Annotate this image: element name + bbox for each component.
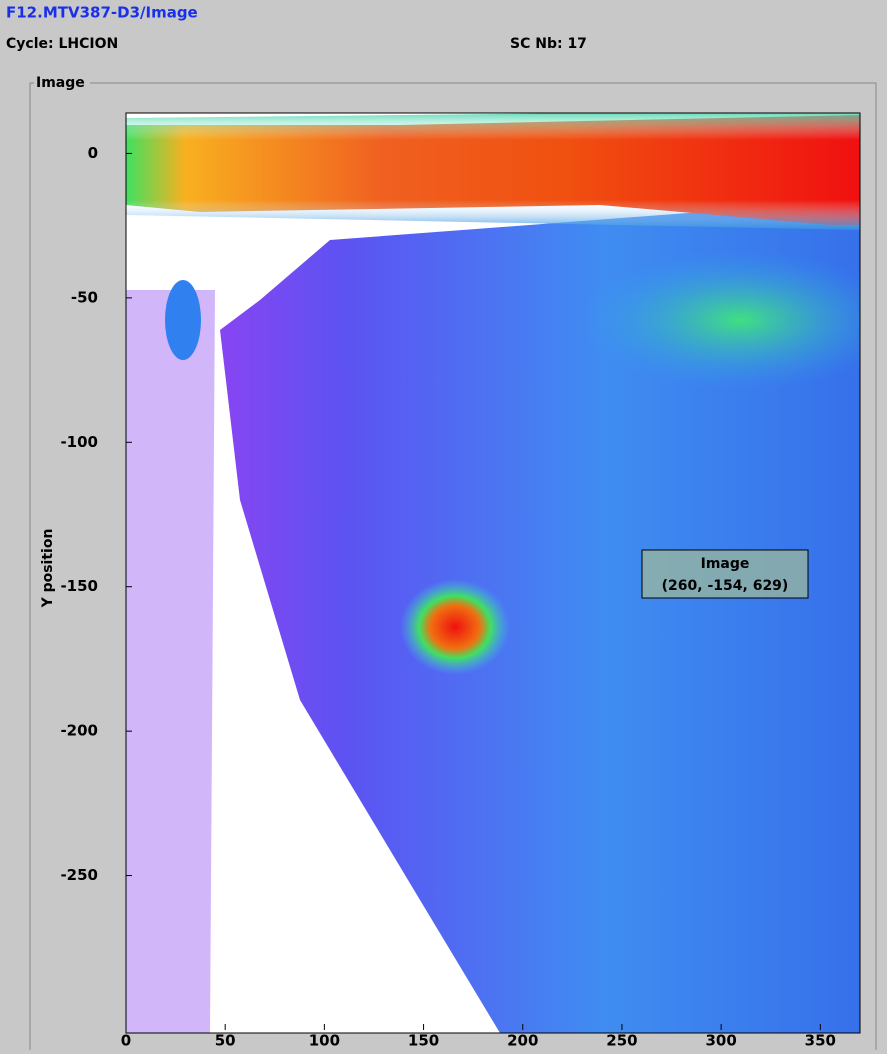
axes: 0 -50 -100 -150 -200 -250 0 50 100 150 200 250 300 35…	[60, 144, 836, 1050]
window-title: F12.MTV387-D3/Image	[6, 4, 198, 22]
y-tick-label: 0	[88, 144, 98, 162]
tooltip	[641, 549, 809, 599]
y-axis-label: Y position	[40, 529, 56, 609]
heatmap	[126, 113, 860, 1033]
tooltip-value: (260, -154, 629)	[662, 578, 789, 594]
y-tick-label: -200	[60, 722, 98, 740]
x-tick-label: 50	[215, 1032, 236, 1050]
heatmap-left	[126, 290, 215, 1033]
cycle-label: Cycle: LHCION	[6, 36, 118, 52]
y-tick-label: -50	[71, 288, 98, 306]
x-tick-label: 300	[705, 1032, 736, 1050]
x-tick-label: 200	[507, 1032, 538, 1050]
sc-label: SC Nb: 17	[510, 36, 587, 52]
tooltip-title: Image	[701, 556, 750, 572]
y-tick-label: -100	[60, 433, 98, 451]
panel-border	[29, 82, 877, 1054]
y-tick-label: -150	[60, 577, 98, 595]
heatmap-glow	[580, 250, 860, 390]
heatmap-body	[220, 200, 860, 1033]
panel-label: Image	[36, 75, 85, 91]
x-tick-label: 150	[408, 1032, 439, 1050]
panel-label-bg	[34, 75, 90, 91]
plot-frame	[125, 112, 861, 1034]
x-tick-label: 0	[121, 1032, 131, 1050]
heatmap-blob	[400, 579, 510, 675]
x-tick-label: 100	[309, 1032, 340, 1050]
x-tick-label: 350	[805, 1032, 836, 1050]
y-tick-label: -250	[60, 866, 98, 884]
x-tick-label: 250	[606, 1032, 637, 1050]
heatmap-band-edge	[126, 113, 860, 230]
heatmap-spot	[165, 280, 201, 360]
